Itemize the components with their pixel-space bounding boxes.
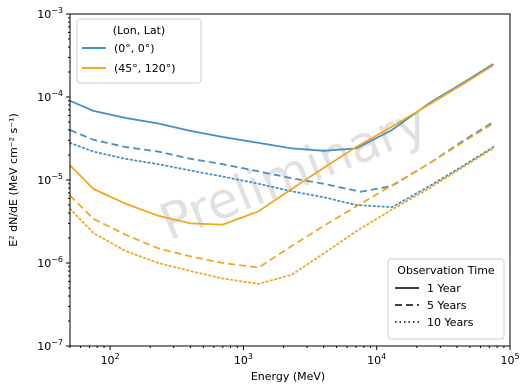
legend-time: Observation Time 1 Year 5 Years 10 Years: [387, 258, 505, 340]
legend-location-label-0: (0°, 0°): [114, 42, 155, 55]
x-tick-label-1: 103: [234, 352, 253, 367]
y-tick-label-0: 10−7: [37, 338, 63, 353]
legend-time-label-0: 1 Year: [427, 282, 461, 295]
series-line-2: [69, 141, 495, 209]
legend-location-frame: [76, 18, 202, 84]
x-tick-label-2: 104: [367, 352, 386, 367]
legend-time-label-2: 10 Years: [427, 316, 474, 329]
y-tick-label-2: 10−5: [37, 172, 63, 187]
series-line-5: [69, 147, 495, 285]
x-tick-label-3: 105: [500, 352, 519, 367]
legend-location: (Lon, Lat) (0°, 0°) (45°, 120°): [76, 18, 202, 84]
y-tick-label-1: 10−6: [37, 255, 63, 270]
series-line-3: [69, 64, 494, 226]
y-tick-label-4: 10−3: [37, 6, 63, 21]
legend-time-frame: [387, 258, 505, 340]
series-line-4: [69, 122, 494, 269]
legend-time-label-1: 5 Years: [427, 299, 467, 312]
axes-layer: 102 103 104 105 10−7 10−6 10−5 10−4 10−3: [37, 6, 519, 367]
x-tick-label-0: 102: [101, 352, 120, 367]
legend-location-title: (Lon, Lat): [113, 24, 165, 37]
legend-time-title: Observation Time: [397, 264, 495, 277]
legend-location-label-1: (45°, 120°): [114, 62, 176, 75]
series-layer: [69, 63, 495, 285]
x-axis-label: Energy (MeV): [251, 370, 325, 383]
y-tick-label-3: 10−4: [37, 89, 63, 104]
y-axis-label: E² dN/dE (MeV cm⁻² s⁻¹): [7, 113, 20, 247]
watermark-text: Preliminary: [152, 92, 436, 252]
